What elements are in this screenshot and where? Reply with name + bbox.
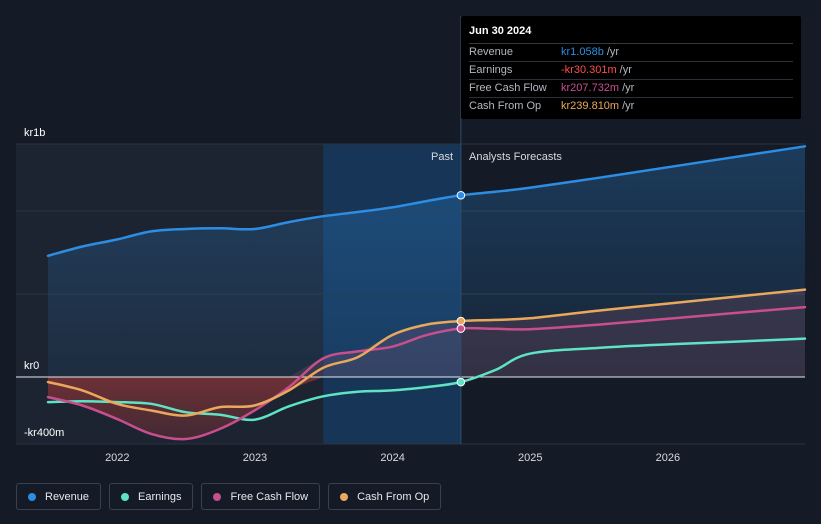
x-tick-label: 2025 — [518, 452, 542, 464]
y-tick-label: kr0 — [24, 360, 39, 372]
x-tick-label: 2024 — [380, 452, 404, 464]
tooltip-label: Earnings — [469, 64, 513, 76]
legend-label: Revenue — [45, 490, 90, 503]
free-cash-flow-line — [46, 305, 807, 441]
legend-label: Cash From Op — [357, 490, 430, 503]
tooltip-unit: /yr — [622, 100, 635, 112]
legend-item-revenue[interactable]: Revenue — [16, 483, 102, 510]
tooltip-value: kr1.058b — [561, 46, 604, 58]
x-tick-label: 2023 — [243, 452, 267, 464]
y-tick-label: -kr400m — [24, 427, 64, 439]
tooltip-label: Revenue — [469, 46, 514, 58]
legend-item-free-cash-flow[interactable]: Free Cash Flow — [201, 483, 321, 510]
revenue-marker — [456, 190, 466, 200]
forecast-label: Analysts Forecasts — [469, 151, 562, 163]
legend-label: Earnings — [138, 490, 182, 503]
markers — [456, 190, 466, 387]
tooltip: Jun 30 2024 Revenue kr1.058b /yr Earning… — [461, 16, 801, 119]
tooltip-label: Free Cash Flow — [469, 82, 547, 94]
legend: Revenue Earnings Free Cash Flow Cash Fro… — [16, 483, 442, 510]
x-tick-label: 2026 — [656, 452, 680, 464]
y-axis: kr1b kr0 -kr400m — [24, 127, 64, 439]
tooltip-row-revenue: Revenue kr1.058b /yr — [469, 44, 793, 62]
earnings-dot-icon — [121, 492, 130, 501]
revenue-area — [48, 146, 805, 377]
tooltip-unit: /yr — [622, 82, 635, 94]
tooltip-row-free-cash-flow: Free Cash Flow kr207.732m /yr — [469, 80, 793, 98]
legend-item-cash-from-op[interactable]: Cash From Op — [328, 483, 442, 510]
negative-area — [48, 377, 324, 440]
legend-label: Free Cash Flow — [230, 490, 309, 503]
tooltip-label: Cash From Op — [469, 100, 542, 112]
tooltip-date: Jun 30 2024 — [469, 25, 793, 44]
cash-from-op-marker — [456, 316, 466, 326]
series-lines — [46, 145, 807, 441]
x-tick-label: 2022 — [105, 452, 129, 464]
legend-item-earnings[interactable]: Earnings — [109, 483, 194, 510]
positive-area — [288, 289, 805, 377]
past-label: Past — [431, 151, 453, 163]
tooltip-unit: /yr — [619, 64, 632, 76]
x-axis: 2022 2023 2024 2025 2026 — [105, 452, 680, 464]
free-cash-flow-dot-icon — [213, 492, 222, 501]
tooltip-unit: /yr — [606, 46, 620, 58]
tooltip-value: -kr30.301m — [561, 64, 617, 76]
tooltip-row-cash-from-op: Cash From Op kr239.810m /yr — [469, 98, 793, 115]
free-cash-flow-marker — [456, 324, 466, 333]
cash-from-op-dot-icon — [340, 492, 349, 501]
tooltip-row-earnings: Earnings -kr30.301m /yr — [469, 62, 793, 80]
earnings-line — [46, 337, 807, 422]
y-tick-label: kr1b — [24, 127, 45, 139]
tooltip-value: kr207.732m — [561, 82, 620, 94]
cash-from-op-line — [46, 288, 807, 417]
earnings-marker — [456, 377, 466, 387]
revenue-line — [46, 145, 807, 258]
revenue-dot-icon — [28, 492, 36, 501]
tooltip-value: kr239.810m — [561, 100, 620, 112]
